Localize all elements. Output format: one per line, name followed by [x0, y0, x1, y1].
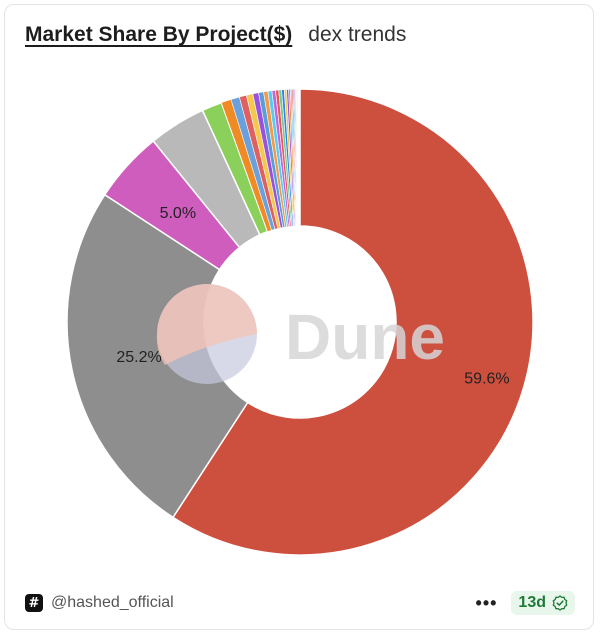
hash-icon: # [25, 594, 43, 612]
donut-chart: Dune 59.6% 25.2% 5.0% [5, 69, 595, 569]
verified-check-icon [552, 595, 568, 611]
watermark-logo-front [156, 284, 257, 365]
chart-header: Market Share By Project($) dex trends [25, 23, 406, 47]
chart-footer: # @hashed_official ••• 13d [25, 587, 575, 619]
more-options-button[interactable]: ••• [475, 593, 498, 613]
donut-svg: Dune 59.6% 25.2% 5.0% [66, 88, 534, 556]
watermark-text: Dune [285, 301, 445, 373]
slice-label: 59.6% [464, 370, 509, 387]
dune-watermark: Dune [156, 284, 445, 384]
chart-subtitle: dex trends [308, 23, 407, 46]
age-badge: 13d [511, 591, 575, 615]
slice-label: 5.0% [160, 205, 196, 222]
footer-actions: ••• 13d [476, 591, 575, 615]
chart-card: Market Share By Project($) dex trends Du… [4, 4, 594, 630]
author-link[interactable]: # @hashed_official [25, 594, 174, 612]
pie-slice[interactable] [171, 88, 534, 556]
author-name: @hashed_official [51, 594, 174, 611]
slice-label: 25.2% [116, 349, 161, 366]
age-text: 13d [518, 594, 546, 611]
chart-title[interactable]: Market Share By Project($) [25, 23, 293, 46]
